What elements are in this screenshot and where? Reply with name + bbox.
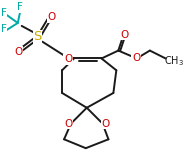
- Text: O: O: [15, 47, 23, 57]
- Text: F: F: [1, 24, 7, 34]
- Text: O: O: [47, 12, 55, 22]
- Text: S: S: [33, 30, 42, 43]
- Text: F: F: [1, 8, 7, 18]
- Text: O: O: [101, 119, 110, 129]
- Text: O: O: [64, 119, 72, 129]
- Text: O: O: [132, 53, 140, 63]
- Text: O: O: [120, 30, 128, 40]
- Text: O: O: [64, 55, 72, 64]
- Text: F: F: [17, 2, 23, 12]
- Text: CH$_3$: CH$_3$: [164, 55, 184, 68]
